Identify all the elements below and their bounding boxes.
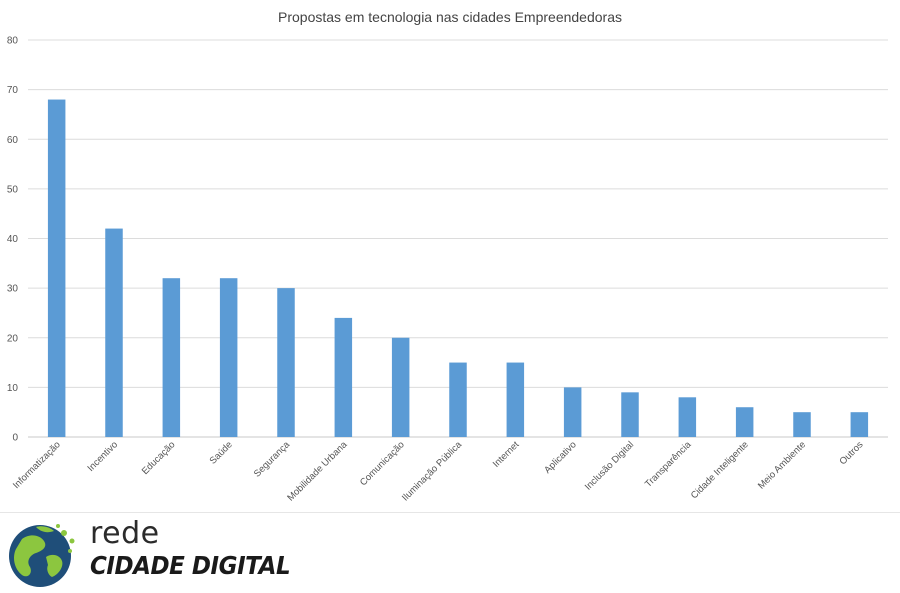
- bar-chart: 0 10 20 30 40 50 60 70 80 Informatização Incentivo…: [7, 36, 888, 504]
- bar: [219, 278, 238, 437]
- chart-area: Propostas em tecnologia nas cidades Empr…: [7, 9, 888, 504]
- y-tick-label: 80: [7, 36, 19, 47]
- x-tick-label: Segurança: [252, 439, 293, 480]
- x-tick-label: Comunicação: [358, 439, 407, 488]
- bar: [850, 412, 869, 437]
- x-tick-label: Informatização: [11, 439, 63, 491]
- x-tick-label: Meio Ambiente: [756, 439, 808, 491]
- y-tick-label: 40: [7, 234, 19, 245]
- bar: [735, 407, 754, 437]
- bar: [449, 362, 467, 437]
- y-tick-label: 70: [7, 85, 19, 96]
- y-tick-label: 0: [12, 433, 18, 444]
- footer-divider: [0, 512, 900, 513]
- globe-logo-icon: [9, 524, 75, 587]
- bar: [47, 99, 66, 438]
- x-tick-label: Transparência: [643, 439, 694, 490]
- logo-text-rede: rede: [90, 516, 160, 551]
- x-tick-label: Mobilidade Urbana: [285, 439, 350, 504]
- bar: [277, 288, 295, 437]
- bar: [678, 397, 697, 437]
- x-tick-label: Cidade Inteligente: [689, 439, 751, 501]
- y-tick-label: 20: [7, 333, 19, 344]
- y-tick-label: 60: [7, 135, 19, 146]
- logo-text-cidade-digital: CIDADE DIGITAL: [90, 551, 291, 580]
- x-tick-label: Incentivo: [85, 439, 120, 474]
- bar: [563, 387, 582, 437]
- y-tick-label: 10: [7, 383, 19, 394]
- bar: [621, 392, 639, 437]
- bar: [105, 228, 123, 437]
- chart-title: Propostas em tecnologia nas cidades Empr…: [278, 9, 622, 25]
- bar: [334, 317, 353, 437]
- x-tick-label: Saúde: [208, 439, 235, 466]
- bar: [506, 362, 525, 437]
- bar: [391, 337, 410, 437]
- bar: [162, 278, 181, 437]
- x-tick-label: Outros: [838, 439, 866, 467]
- y-tick-label: 30: [7, 284, 19, 295]
- x-tick-label: Aplicativo: [542, 439, 579, 476]
- x-tick-label: Inclusão Digital: [583, 439, 636, 492]
- bar: [793, 412, 811, 437]
- y-tick-label: 50: [7, 184, 19, 195]
- x-tick-label: Internet: [491, 439, 522, 470]
- x-tick-label: Educação: [140, 439, 178, 477]
- x-tick-label: Iluminação Pública: [400, 439, 465, 504]
